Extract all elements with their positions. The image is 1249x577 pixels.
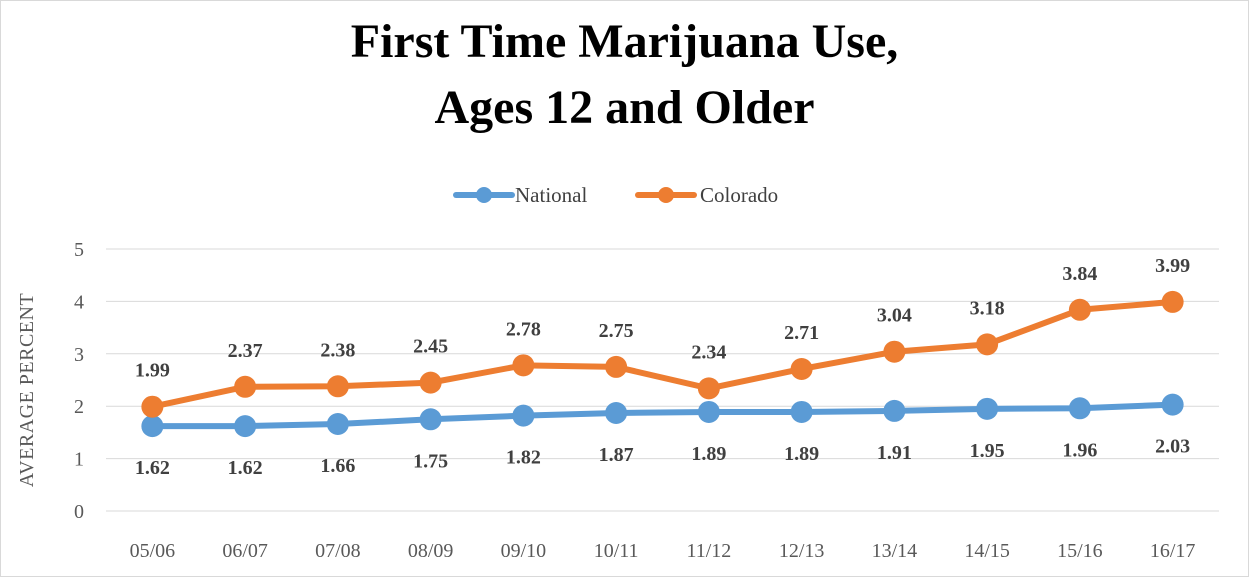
x-tick-label: 08/09 <box>408 540 454 562</box>
data-label-colorado: 2.34 <box>691 341 726 363</box>
legend-marker-colorado <box>658 187 674 203</box>
data-point-colorado <box>697 377 720 400</box>
data-point-national <box>1068 397 1091 420</box>
x-tick-label: 11/12 <box>686 540 731 562</box>
data-point-national <box>790 400 813 423</box>
series-line-colorado <box>149 298 1176 410</box>
x-tick-label: 07/08 <box>315 540 361 562</box>
data-label-national: 1.96 <box>1062 439 1097 461</box>
data-label-national: 1.82 <box>506 447 541 469</box>
x-tick-label: 16/17 <box>1150 540 1196 562</box>
y-tick-label: 5 <box>74 239 84 261</box>
data-label-colorado: 2.75 <box>599 320 634 342</box>
legend-label-national: National <box>515 183 587 207</box>
x-tick-label: 15/16 <box>1057 540 1103 562</box>
y-tick-label: 1 <box>74 449 84 471</box>
data-point-colorado <box>790 357 813 380</box>
series-line-national <box>149 401 1176 430</box>
data-label-national: 1.87 <box>599 444 634 466</box>
x-tick-label: 13/14 <box>872 540 918 562</box>
data-point-national <box>1161 393 1184 416</box>
data-label-national: 1.62 <box>228 457 263 479</box>
data-point-colorado <box>1161 290 1184 313</box>
data-point-national <box>512 404 535 427</box>
data-label-colorado: 1.99 <box>135 360 170 382</box>
x-tick-label: 12/13 <box>779 540 825 562</box>
legend-label-colorado: Colorado <box>700 183 778 207</box>
chart-title-line-2: Ages 12 and Older <box>434 81 815 134</box>
data-point-colorado <box>605 355 628 378</box>
data-point-national <box>326 413 349 436</box>
data-point-colorado <box>976 333 999 356</box>
data-point-colorado <box>883 340 906 363</box>
data-label-colorado: 2.37 <box>228 340 263 362</box>
data-label-national: 2.03 <box>1155 436 1190 458</box>
data-point-colorado <box>234 375 257 398</box>
legend-marker-national <box>476 187 492 203</box>
data-label-national: 1.75 <box>413 450 448 472</box>
y-tick-label: 0 <box>74 501 84 523</box>
data-point-national <box>141 415 164 438</box>
data-label-national: 1.62 <box>135 457 170 479</box>
data-label-colorado: 3.18 <box>970 297 1005 319</box>
x-tick-label: 09/10 <box>501 540 547 562</box>
y-tick-label: 2 <box>74 396 84 418</box>
data-label-colorado: 3.84 <box>1062 263 1097 285</box>
y-axis-label: AVERAGE PERCENT <box>16 293 38 487</box>
data-label-colorado: 2.78 <box>506 318 541 340</box>
data-label-national: 1.66 <box>320 455 355 477</box>
y-tick-label: 3 <box>74 344 84 366</box>
x-tick-label: 05/06 <box>130 540 176 562</box>
data-label-national: 1.95 <box>970 440 1005 462</box>
data-point-national <box>419 408 442 431</box>
data-label-national: 1.89 <box>691 443 726 465</box>
data-label-colorado: 2.38 <box>320 339 355 361</box>
data-label-colorado: 2.45 <box>413 336 448 358</box>
data-label-colorado: 2.71 <box>784 322 819 344</box>
data-point-national <box>605 402 628 425</box>
data-point-colorado <box>1068 298 1091 321</box>
data-label-colorado: 3.99 <box>1155 255 1190 277</box>
x-tick-label: 06/07 <box>222 540 268 562</box>
x-tick-label: 14/15 <box>964 540 1010 562</box>
chart-title: First Time Marijuana Use, Ages 12 and Ol… <box>1 9 1248 141</box>
data-point-national <box>883 399 906 422</box>
data-label-colorado: 3.04 <box>877 305 912 327</box>
data-point-national <box>697 400 720 423</box>
data-point-colorado <box>326 375 349 398</box>
x-tick-label: 10/11 <box>594 540 639 562</box>
data-point-national <box>234 415 257 438</box>
data-point-colorado <box>419 371 442 394</box>
data-point-colorado <box>512 354 535 377</box>
chart-title-line-1: First Time Marijuana Use, <box>350 15 899 68</box>
y-tick-label: 4 <box>74 291 84 313</box>
data-point-colorado <box>141 395 164 418</box>
data-label-national: 1.91 <box>877 442 912 464</box>
data-point-national <box>976 397 999 420</box>
data-label-national: 1.89 <box>784 443 819 465</box>
